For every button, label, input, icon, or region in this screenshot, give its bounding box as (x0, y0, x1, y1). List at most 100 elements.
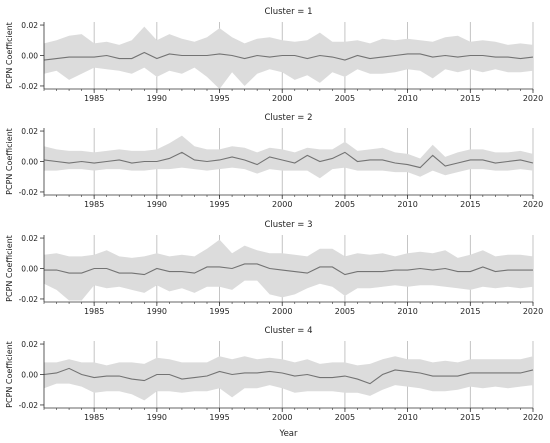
data-point (507, 372, 509, 374)
data-point (319, 160, 321, 162)
x-tick-label: 1995 (209, 94, 229, 103)
data-point (68, 162, 70, 164)
panel-title: Cluster = 2 (264, 113, 312, 123)
data-point (105, 375, 107, 377)
data-point (243, 57, 245, 59)
x-axis-label: Year (279, 429, 299, 439)
x-tick-label: 2015 (460, 413, 480, 422)
data-point (344, 59, 346, 61)
data-point (306, 154, 308, 156)
data-point (105, 54, 107, 56)
y-tick-label: 0.00 (21, 52, 38, 61)
x-tick-label: 2000 (272, 307, 292, 316)
x-tick-label: 1990 (147, 307, 167, 316)
data-point (143, 273, 145, 275)
data-point (80, 56, 82, 58)
x-tick-label: 1985 (84, 307, 104, 316)
data-point (419, 372, 421, 374)
x-tick-label: 2005 (335, 307, 355, 316)
data-point (431, 154, 433, 156)
data-point (206, 54, 208, 56)
x-tick-label: 2000 (272, 200, 292, 209)
confidence-band (44, 26, 533, 89)
x-tick-label: 2020 (523, 307, 543, 316)
y-tick-label: -0.02 (19, 295, 39, 304)
panel-title: Cluster = 3 (264, 220, 312, 230)
data-point (281, 372, 283, 374)
x-tick-label: 2015 (460, 94, 480, 103)
data-point (519, 372, 521, 374)
data-point (168, 270, 170, 272)
chart-panel-3: 1985 1990 1995 2000 2005 2010 2015 2020 -0.02 0.0… (5, 220, 543, 316)
data-point (406, 163, 408, 165)
data-point (369, 57, 371, 59)
chart-panel-1: 1985 1990 1995 2000 2005 2010 2015 2020 -0.02 0.0… (5, 7, 543, 103)
data-point (369, 382, 371, 384)
data-point (93, 267, 95, 269)
data-point (507, 56, 509, 58)
data-point (156, 267, 158, 269)
data-point (507, 160, 509, 162)
data-point (268, 267, 270, 269)
data-point (256, 372, 258, 374)
data-point (431, 269, 433, 271)
data-point (243, 372, 245, 374)
data-point (294, 375, 296, 377)
y-tick-label: 0.00 (21, 371, 38, 380)
y-tick-label: 0.02 (21, 127, 38, 136)
data-point (55, 57, 57, 59)
data-point (482, 54, 484, 56)
data-point (532, 269, 534, 271)
y-tick-label: -0.02 (19, 82, 39, 91)
data-point (143, 51, 145, 53)
data-point (306, 373, 308, 375)
data-point (231, 54, 233, 56)
x-tick-label: 2010 (397, 200, 417, 209)
series-line (43, 367, 534, 385)
data-point (105, 267, 107, 269)
data-point (131, 162, 133, 164)
y-axis-label: PCPN Coefficient (5, 22, 14, 89)
data-point (469, 270, 471, 272)
data-point (419, 267, 421, 269)
data-point (319, 54, 321, 56)
data-point (93, 376, 95, 378)
x-tick-label: 2020 (523, 94, 543, 103)
data-point (457, 162, 459, 164)
data-point (206, 266, 208, 268)
data-point (369, 270, 371, 272)
data-point (381, 373, 383, 375)
data-point (218, 159, 220, 161)
data-point (331, 376, 333, 378)
data-point (532, 56, 534, 58)
data-point (469, 54, 471, 56)
data-point (268, 370, 270, 372)
data-point (68, 56, 70, 58)
data-point (181, 151, 183, 153)
data-point (118, 375, 120, 377)
data-point (118, 159, 120, 161)
data-point (306, 57, 308, 59)
data-point (268, 156, 270, 158)
x-tick-label: 2005 (335, 200, 355, 209)
data-point (519, 269, 521, 271)
data-point (231, 373, 233, 375)
data-point (93, 56, 95, 58)
data-point (243, 159, 245, 161)
data-point (356, 54, 358, 56)
data-point (281, 54, 283, 56)
y-tick-label: 0.00 (21, 158, 38, 167)
y-tick-label: 0.02 (21, 21, 38, 30)
data-point (181, 378, 183, 380)
data-point (206, 375, 208, 377)
data-point (494, 56, 496, 58)
data-point (206, 160, 208, 162)
data-point (419, 166, 421, 168)
data-point (306, 272, 308, 274)
data-point (356, 270, 358, 272)
data-point (168, 373, 170, 375)
data-point (356, 160, 358, 162)
data-point (519, 57, 521, 59)
data-point (519, 159, 521, 161)
